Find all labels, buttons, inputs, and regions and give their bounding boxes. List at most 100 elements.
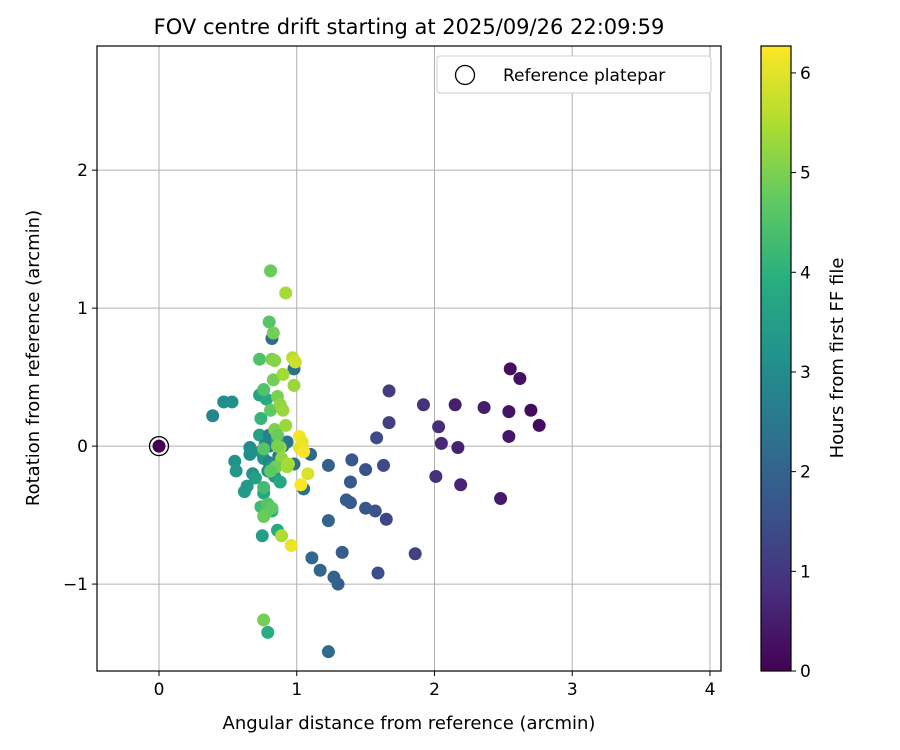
colorbar-tick-label: 3 [800, 363, 811, 383]
data-point [254, 412, 268, 426]
data-point [253, 352, 267, 366]
x-tick-label: 3 [567, 680, 578, 700]
data-point [370, 431, 384, 445]
colorbar-label: Hours from first FF file [827, 258, 848, 459]
data-point [265, 501, 279, 515]
data-point [257, 383, 271, 397]
data-point [240, 479, 254, 493]
data-point [321, 645, 335, 659]
data-point [287, 378, 301, 392]
colorbar-gradient [760, 45, 792, 672]
data-point [228, 454, 242, 468]
x-axis-ticks: 0 1 2 3 4 [154, 671, 716, 700]
data-point [248, 471, 262, 485]
grid-lines [97, 46, 721, 671]
data-point [502, 429, 516, 443]
data-point [284, 538, 298, 552]
data-point [273, 475, 287, 489]
data-point [429, 469, 443, 483]
colorbar-ticks: 0 1 2 3 4 5 6 [791, 64, 811, 682]
y-tick-label: 0 [77, 437, 88, 457]
y-axis-ticks: −1 0 1 2 [63, 161, 97, 595]
data-point [454, 478, 468, 492]
data-point [343, 475, 357, 489]
data-point [408, 547, 422, 561]
colorbar-tick-label: 0 [800, 662, 811, 682]
data-point [266, 373, 280, 387]
data-point [257, 613, 271, 627]
data-point [266, 326, 280, 340]
chart-title: FOV centre drift starting at 2025/09/26 … [154, 15, 665, 39]
data-point [275, 529, 289, 543]
data-point [502, 405, 516, 419]
data-points [148, 264, 546, 659]
y-tick-label: −1 [63, 575, 88, 595]
data-point [261, 625, 275, 639]
data-point [327, 570, 341, 584]
data-point [451, 440, 465, 454]
data-point [359, 463, 373, 477]
data-point [262, 315, 276, 329]
data-point [229, 464, 243, 478]
y-axis-label: Rotation from reference (arcmin) [23, 210, 44, 506]
x-tick-label: 4 [705, 680, 716, 700]
legend-marker-icon [454, 64, 476, 86]
data-point [264, 464, 278, 478]
legend-box [436, 55, 712, 94]
data-point [339, 493, 353, 507]
data-point [524, 403, 538, 417]
data-point [257, 481, 271, 495]
x-tick-label: 2 [429, 680, 440, 700]
colorbar-tick-label: 6 [800, 64, 811, 84]
data-point [288, 355, 302, 369]
data-point [321, 458, 335, 472]
data-point [494, 492, 508, 506]
data-point [371, 566, 385, 580]
data-point [264, 403, 278, 417]
data-point [345, 453, 359, 467]
data-point [225, 395, 239, 409]
data-point [206, 409, 220, 423]
data-point [297, 445, 311, 459]
data-point [253, 428, 267, 442]
data-point [477, 400, 491, 414]
data-point [432, 420, 446, 434]
data-point [255, 529, 269, 543]
data-point [294, 478, 308, 492]
x-tick-label: 1 [291, 680, 302, 700]
x-tick-label: 0 [154, 680, 165, 700]
plot-frame [96, 45, 722, 672]
data-point [280, 460, 294, 474]
data-point [152, 439, 166, 453]
data-point [279, 418, 293, 432]
data-point [513, 372, 527, 386]
colorbar-tick-label: 2 [800, 463, 811, 483]
data-point [379, 512, 393, 526]
data-point [503, 362, 517, 376]
data-point [295, 435, 309, 449]
data-point [448, 398, 462, 412]
legend-entry: Reference platepar [503, 66, 665, 86]
colorbar-tick-label: 4 [800, 263, 811, 283]
data-point [276, 403, 290, 417]
data-point [270, 439, 284, 453]
data-point [416, 398, 430, 412]
data-point [335, 545, 349, 559]
data-point [279, 286, 293, 300]
data-point [382, 384, 396, 398]
y-tick-label: 1 [77, 299, 88, 319]
data-point [359, 501, 373, 515]
data-point [276, 367, 290, 381]
legend: Reference platepar [436, 55, 712, 94]
data-point [243, 447, 257, 461]
reference-marker [148, 435, 170, 457]
colorbar: 0 1 2 3 4 5 6 Hours from first FF file [760, 45, 848, 682]
colorbar-tick-label: 1 [800, 562, 811, 582]
y-tick-label: 2 [77, 161, 88, 181]
data-point [257, 509, 271, 523]
data-point [268, 354, 282, 368]
data-point [382, 416, 396, 430]
data-point [305, 551, 319, 565]
data-point [377, 458, 391, 472]
